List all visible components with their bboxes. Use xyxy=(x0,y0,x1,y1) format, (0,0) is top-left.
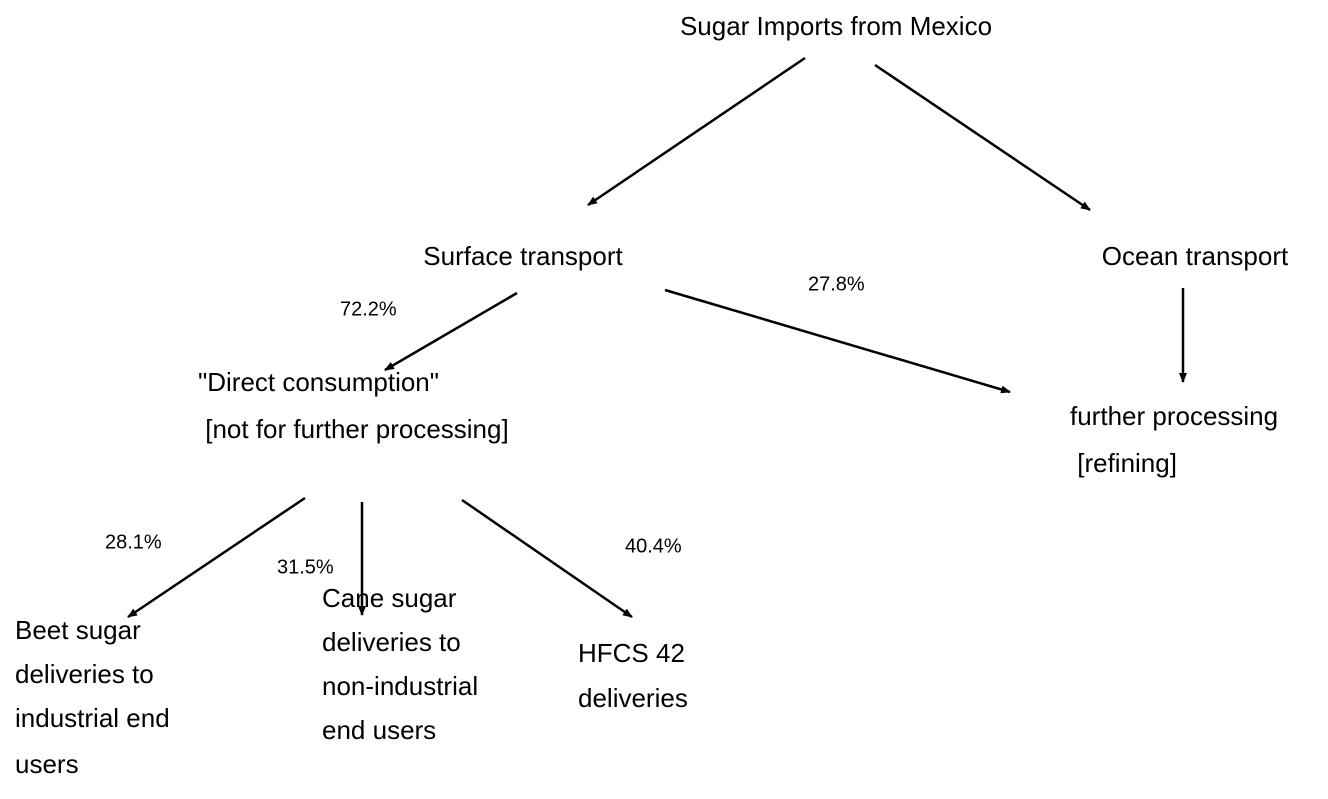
arrow xyxy=(127,496,306,619)
node-label: [refining] xyxy=(1070,448,1177,478)
node-label: Surface transport xyxy=(423,241,623,271)
title: Sugar Imports from Mexico xyxy=(680,11,992,41)
node-label: non-industrial xyxy=(322,671,478,701)
arrow xyxy=(384,291,518,372)
edge-label: 27.8% xyxy=(808,273,865,295)
node-label: HFCS 42 xyxy=(578,638,685,668)
edge-label: 28.1% xyxy=(105,531,162,553)
node-label: users xyxy=(15,749,79,779)
edge-label: 40.4% xyxy=(625,535,682,557)
arrow xyxy=(587,56,806,207)
node-label: further processing xyxy=(1070,401,1278,431)
node-label: Cane sugar xyxy=(322,583,457,613)
arrow xyxy=(664,288,1011,394)
node-label: deliveries to xyxy=(322,627,461,657)
node-label: end users xyxy=(322,715,436,745)
arrow xyxy=(874,63,1091,212)
arrows xyxy=(127,56,1187,619)
node-label: [not for further processing] xyxy=(198,414,509,444)
node-label: Beet sugar xyxy=(15,615,141,645)
edge-label: 72.2% xyxy=(340,298,397,320)
edge-label: 31.5% xyxy=(277,556,334,578)
node-label: deliveries to xyxy=(15,659,154,689)
arrow xyxy=(461,498,633,619)
node-label: Ocean transport xyxy=(1102,241,1289,271)
node-label: industrial end xyxy=(15,703,170,733)
node-label: deliveries xyxy=(578,683,688,713)
node-label: "Direct consumption" xyxy=(198,367,439,397)
